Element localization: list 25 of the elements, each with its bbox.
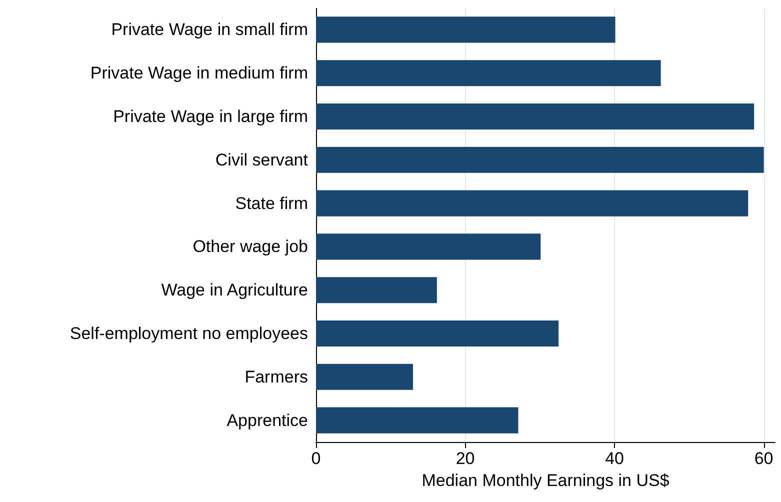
bar bbox=[316, 190, 748, 216]
bar bbox=[316, 16, 616, 43]
x-tick-label: 40 bbox=[605, 449, 624, 468]
y-tick-label: Civil servant bbox=[215, 150, 308, 170]
y-tick-label: Farmers bbox=[244, 367, 308, 386]
bar bbox=[316, 234, 541, 260]
y-tick-label: Private Wage in medium firm bbox=[90, 64, 308, 83]
bar bbox=[316, 364, 414, 390]
y-tick-label: Self-employment no employees bbox=[70, 324, 308, 343]
y-tick-label: State firm bbox=[235, 194, 308, 213]
bar bbox=[316, 103, 754, 130]
y-tick-label: Other wage job bbox=[192, 237, 308, 256]
y-tick-label: Apprentice bbox=[226, 410, 308, 430]
x-tick-label: 20 bbox=[456, 449, 475, 468]
y-tick-label: Private Wage in large firm bbox=[113, 107, 308, 126]
y-tick-label: Wage in Agriculture bbox=[161, 280, 308, 300]
x-tick-label: 60 bbox=[754, 449, 774, 468]
x-axis-title: Median Monthly Earnings in US$ bbox=[422, 471, 670, 490]
bar bbox=[316, 146, 764, 173]
bar bbox=[316, 60, 661, 86]
x-tick-label: 0 bbox=[311, 449, 321, 468]
bar bbox=[316, 277, 437, 304]
bar bbox=[316, 320, 559, 347]
y-tick-label: Private Wage in small firm bbox=[111, 20, 308, 40]
bar bbox=[316, 407, 518, 434]
